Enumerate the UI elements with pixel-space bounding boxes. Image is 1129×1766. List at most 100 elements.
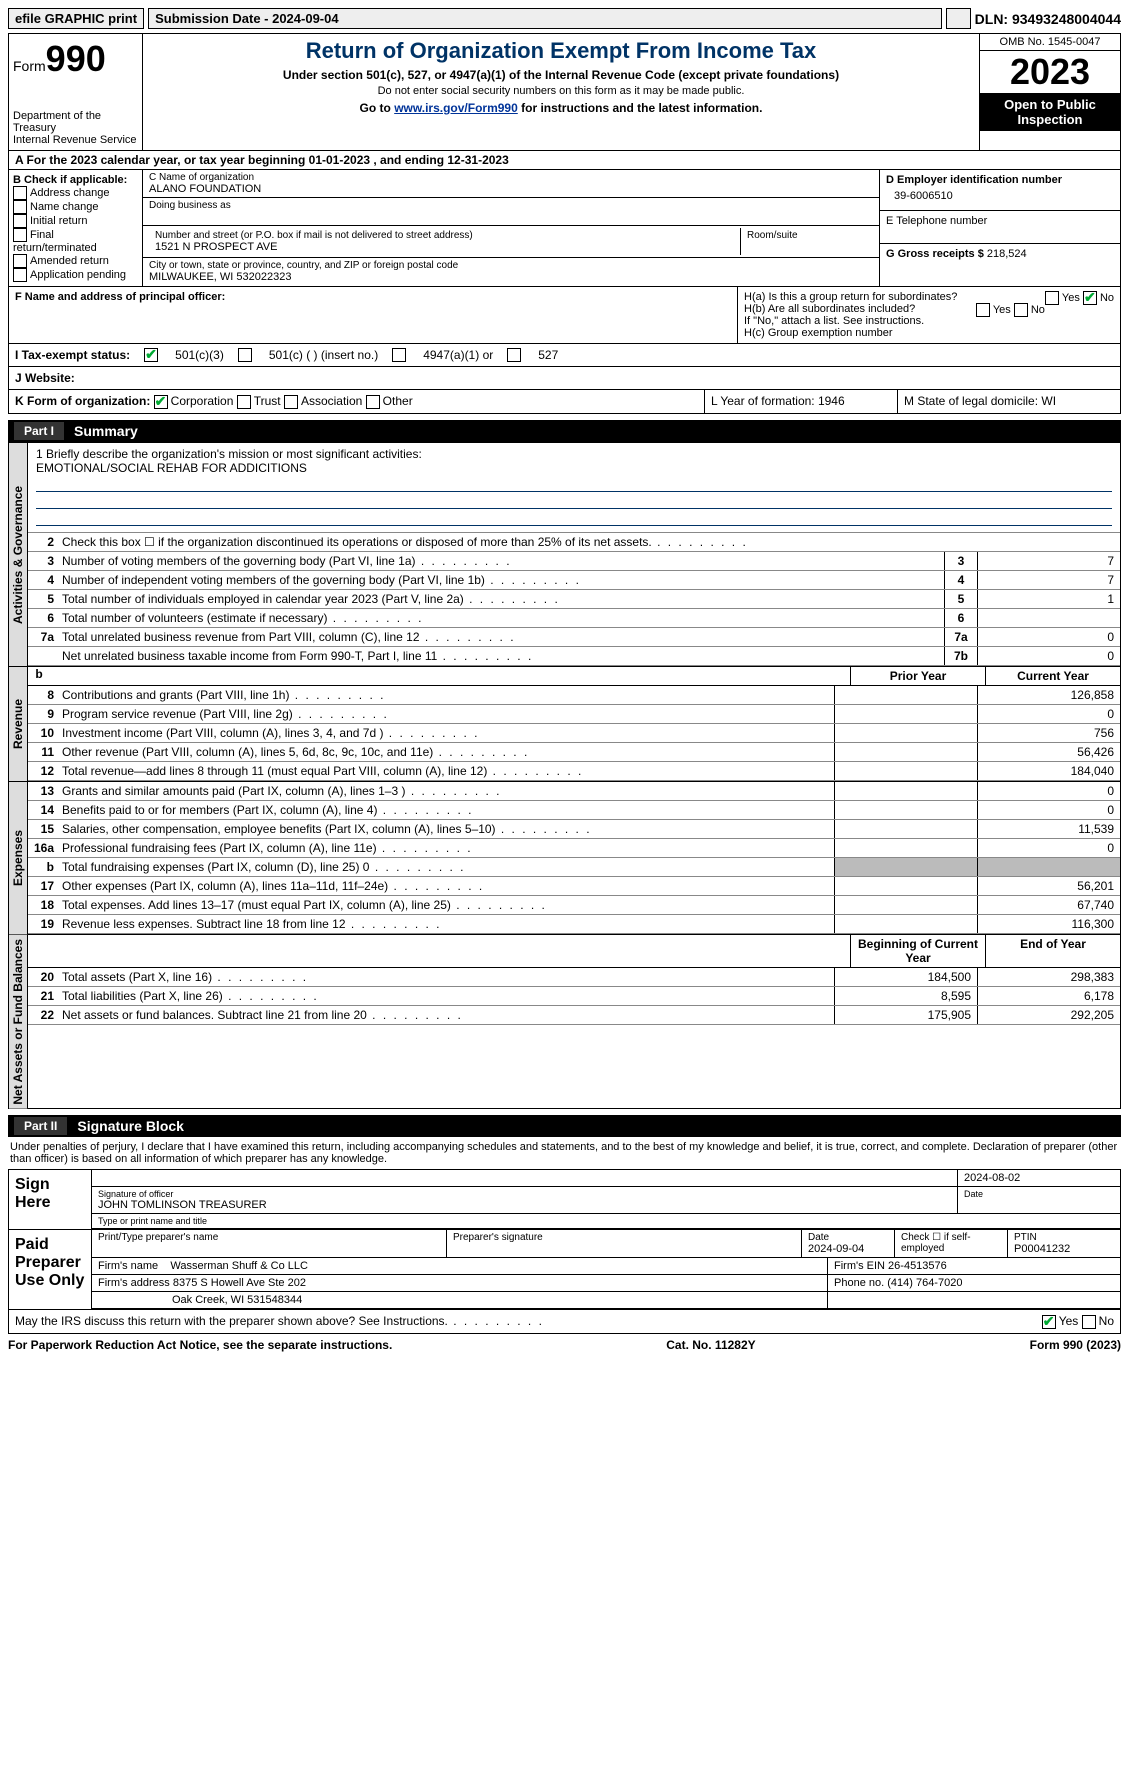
summary-expenses: Expenses 13Grants and similar amounts pa… — [8, 782, 1121, 935]
vtab-revenue: Revenue — [9, 667, 28, 781]
summary-netassets: Net Assets or Fund Balances Beginning of… — [8, 935, 1121, 1110]
prep-date: 2024-09-04 — [808, 1243, 864, 1255]
form-label: Form — [13, 58, 46, 74]
vtab-netassets: Net Assets or Fund Balances — [9, 935, 28, 1109]
gov-line: 2Check this box ☐ if the organization di… — [28, 533, 1120, 552]
discuss-no[interactable] — [1082, 1315, 1096, 1329]
gross-receipts-value: 218,524 — [987, 248, 1027, 260]
blank-button — [946, 8, 971, 29]
prior-year-header: Prior Year — [850, 667, 985, 685]
final-return-checkbox[interactable] — [13, 228, 27, 242]
dba-label: Doing business as — [149, 200, 873, 211]
gov-line: 4Number of independent voting members of… — [28, 571, 1120, 590]
box-b-title: B Check if applicable: — [13, 174, 138, 186]
dept-treasury: Department of the Treasury — [13, 110, 138, 134]
line-i: I Tax-exempt status: 501(c)(3) 501(c) ( … — [8, 344, 1121, 367]
firm-name: Wasserman Shuff & Co LLC — [170, 1260, 308, 1272]
data-line: 13Grants and similar amounts paid (Part … — [28, 782, 1120, 801]
gov-line: 5Total number of individuals employed in… — [28, 590, 1120, 609]
instructions-link-row: Go to www.irs.gov/Form990 for instructio… — [147, 101, 975, 115]
perjury-statement: Under penalties of perjury, I declare th… — [8, 1137, 1121, 1169]
beg-year-header: Beginning of Current Year — [850, 935, 985, 967]
ha-label: H(a) Is this a group return for subordin… — [744, 291, 957, 303]
phone-label: E Telephone number — [886, 215, 1114, 227]
name-change-checkbox[interactable] — [13, 200, 27, 214]
corp-checkbox[interactable] — [154, 395, 168, 409]
open-to-public: Open to Public Inspection — [980, 93, 1120, 131]
form-title: Return of Organization Exempt From Incom… — [147, 38, 975, 64]
gov-line: 7aTotal unrelated business revenue from … — [28, 628, 1120, 647]
hb-yes[interactable] — [976, 303, 990, 317]
initial-return-checkbox[interactable] — [13, 214, 27, 228]
summary-governance: Activities & Governance 1 Briefly descri… — [8, 442, 1121, 667]
hb-no[interactable] — [1014, 303, 1028, 317]
hb-note: If "No," attach a list. See instructions… — [744, 315, 1114, 327]
submission-date: Submission Date - 2024-09-04 — [148, 8, 942, 29]
section-b-block: B Check if applicable: Address change Na… — [8, 170, 1121, 287]
officer-name: JOHN TOMLINSON TREASURER — [98, 1199, 951, 1211]
gov-line: 6Total number of volunteers (estimate if… — [28, 609, 1120, 628]
data-line: 15Salaries, other compensation, employee… — [28, 820, 1120, 839]
part-ii-header: Part IISignature Block — [8, 1115, 1121, 1137]
data-line: 16aProfessional fundraising fees (Part I… — [28, 839, 1120, 858]
page-footer: For Paperwork Reduction Act Notice, see … — [8, 1338, 1121, 1352]
501c-checkbox[interactable] — [238, 348, 252, 362]
line-a: A For the 2023 calendar year, or tax yea… — [8, 151, 1121, 170]
gross-receipts-label: G Gross receipts $ — [886, 248, 984, 260]
data-line: bTotal fundraising expenses (Part IX, co… — [28, 858, 1120, 877]
trust-checkbox[interactable] — [237, 395, 251, 409]
gov-line: Net unrelated business taxable income fr… — [28, 647, 1120, 666]
dln: DLN: 93493248004044 — [975, 11, 1121, 27]
data-line: 11Other revenue (Part VIII, column (A), … — [28, 743, 1120, 762]
sign-here-label: Sign Here — [9, 1170, 92, 1229]
state-domicile: M State of legal domicile: WI — [898, 390, 1120, 413]
firm-city: Oak Creek, WI 531548344 — [92, 1292, 828, 1308]
addr-change-checkbox[interactable] — [13, 186, 27, 200]
summary-revenue: Revenue b Prior Year Current Year 8Contr… — [8, 667, 1121, 782]
org-name-label: C Name of organization — [149, 172, 873, 183]
vtab-expenses: Expenses — [9, 782, 28, 934]
cat-no: Cat. No. 11282Y — [392, 1338, 1029, 1352]
form990-link[interactable]: www.irs.gov/Form990 — [394, 101, 518, 115]
data-line: 10Investment income (Part VIII, column (… — [28, 724, 1120, 743]
sig-date: 2024-08-02 — [958, 1170, 1120, 1186]
data-line: 12Total revenue—add lines 8 through 11 (… — [28, 762, 1120, 781]
officer-label: F Name and address of principal officer: — [15, 291, 225, 303]
data-line: 20Total assets (Part X, line 16) 184,500… — [28, 968, 1120, 987]
line-klm: K Form of organization: Corporation Trus… — [8, 390, 1121, 414]
firm-ein: 26-4513576 — [888, 1260, 947, 1272]
data-line: 17Other expenses (Part IX, column (A), l… — [28, 877, 1120, 896]
room-label: Room/suite — [747, 230, 867, 241]
501c3-checkbox[interactable] — [144, 348, 158, 362]
app-pending-checkbox[interactable] — [13, 268, 27, 282]
other-checkbox[interactable] — [366, 395, 380, 409]
mission-label: 1 Briefly describe the organization's mi… — [36, 447, 1112, 461]
section-fh: F Name and address of principal officer:… — [8, 287, 1121, 344]
discuss-yes[interactable] — [1042, 1315, 1056, 1329]
ha-yes[interactable] — [1045, 291, 1059, 305]
line-j: J Website: — [8, 367, 1121, 390]
top-bar: efile GRAPHIC print Submission Date - 20… — [8, 8, 1121, 29]
data-line: 14Benefits paid to or for members (Part … — [28, 801, 1120, 820]
form-header: Form990 Department of the Treasury Inter… — [8, 33, 1121, 151]
paperwork-notice: For Paperwork Reduction Act Notice, see … — [8, 1338, 392, 1352]
hb-label: H(b) Are all subordinates included? — [744, 303, 915, 315]
end-year-header: End of Year — [985, 935, 1120, 967]
ein-label: D Employer identification number — [886, 174, 1114, 186]
4947-checkbox[interactable] — [392, 348, 406, 362]
ha-no[interactable] — [1083, 291, 1097, 305]
527-checkbox[interactable] — [507, 348, 521, 362]
form-subtitle: Under section 501(c), 527, or 4947(a)(1)… — [147, 68, 975, 82]
amended-return-checkbox[interactable] — [13, 254, 27, 268]
hc-label: H(c) Group exemption number — [744, 327, 1114, 339]
data-line: 18Total expenses. Add lines 13–17 (must … — [28, 896, 1120, 915]
vtab-governance: Activities & Governance — [9, 443, 28, 666]
discuss-row: May the IRS discuss this return with the… — [8, 1310, 1121, 1334]
ssn-warning: Do not enter social security numbers on … — [147, 85, 975, 97]
sign-here-block: Sign Here 2024-08-02 Signature of office… — [8, 1169, 1121, 1230]
assoc-checkbox[interactable] — [284, 395, 298, 409]
paid-preparer-block: Paid Preparer Use Only Print/Type prepar… — [8, 1230, 1121, 1310]
street-address: 1521 N PROSPECT AVE — [155, 241, 734, 253]
data-line: 19Revenue less expenses. Subtract line 1… — [28, 915, 1120, 934]
efile-print-button[interactable]: efile GRAPHIC print — [8, 8, 144, 29]
